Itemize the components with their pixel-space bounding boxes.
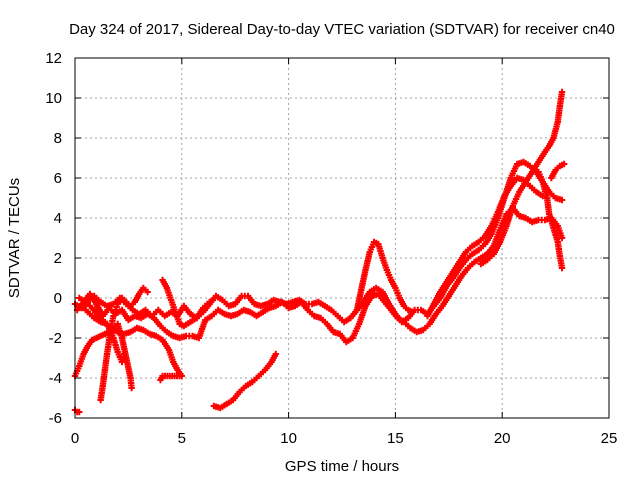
- series-track-1: [71, 406, 83, 416]
- data-point: [120, 350, 128, 358]
- x-tick-label: 5: [178, 430, 186, 447]
- data-point: [76, 408, 83, 416]
- y-tick-label: 12: [45, 50, 62, 67]
- data-point: [558, 264, 566, 272]
- series-track-2: [71, 158, 566, 326]
- x-tick-label: 15: [387, 430, 404, 447]
- x-tick-label: 20: [494, 430, 511, 447]
- series-track-13: [535, 168, 566, 272]
- data-point: [558, 196, 566, 204]
- x-tick-label: 25: [601, 430, 618, 447]
- data-point: [558, 234, 566, 242]
- y-axis-label: SDTVAR / TECUs: [6, 178, 23, 298]
- y-tick-label: 0: [54, 290, 62, 307]
- x-tick-label: 0: [71, 430, 79, 447]
- axis-ticks: [74, 57, 610, 419]
- series-track-8: [210, 350, 279, 412]
- y-tick-label: 8: [54, 130, 62, 147]
- data-point: [144, 288, 151, 296]
- y-tick-label: 6: [54, 170, 62, 187]
- data-marks: [71, 88, 568, 416]
- x-tick-labels: 0 5 10 15 20 25: [71, 430, 618, 447]
- data-point: [272, 350, 279, 358]
- data-point: [128, 384, 135, 392]
- data-point: [558, 88, 566, 96]
- data-point: [409, 308, 416, 316]
- series-track-11: [424, 174, 546, 320]
- series-track-10: [353, 238, 416, 316]
- plot-frame: [74, 57, 610, 419]
- data-point: [560, 160, 568, 168]
- data-point: [206, 298, 213, 306]
- y-tick-labels: -6 -4 -2 0 2 4 6 8 10 12: [45, 50, 62, 427]
- series-track-9: [78, 302, 128, 366]
- series-track-14: [548, 160, 568, 182]
- x-tick-label: 10: [280, 430, 297, 447]
- series-track-6: [76, 294, 185, 384]
- series-track-7: [159, 276, 213, 330]
- y-tick-label: -6: [49, 410, 62, 427]
- chart-title: Day 324 of 2017, Sidereal Day-to-day VTE…: [69, 21, 615, 38]
- series-track-12: [477, 88, 566, 268]
- y-tick-label: 2: [54, 250, 62, 267]
- data-point: [157, 376, 164, 384]
- gridlines: [75, 58, 609, 418]
- x-axis-label: GPS time / hours: [285, 458, 399, 475]
- y-tick-label: 4: [54, 210, 62, 227]
- y-tick-label: -4: [49, 370, 62, 387]
- y-tick-label: -2: [49, 330, 62, 347]
- y-tick-label: 10: [45, 90, 62, 107]
